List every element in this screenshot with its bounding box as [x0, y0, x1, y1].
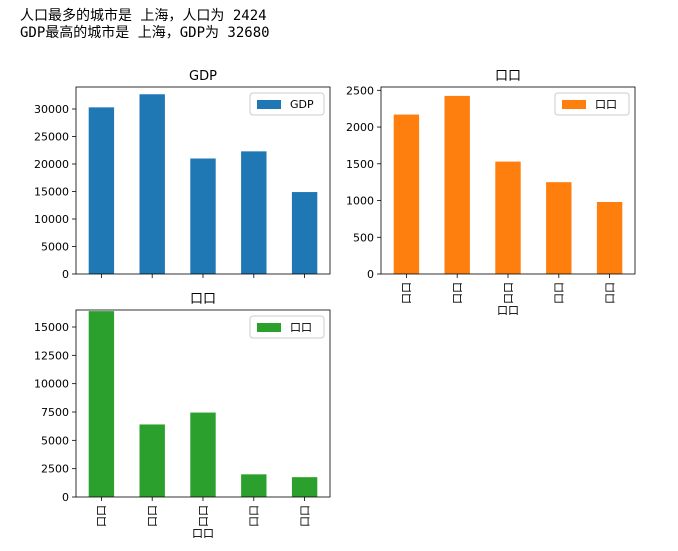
output-line-gdp: GDP最高的城市是 上海，GDP为 32680: [20, 25, 270, 41]
x-axis-label: 口口: [497, 304, 519, 317]
legend-swatch: [257, 100, 281, 109]
bar-1: [88, 107, 115, 274]
x-tick-label: 口口: [553, 282, 566, 304]
bar-5: [291, 192, 318, 274]
cell-output-text: 人口最多的城市是 上海，人口为 2424 GDP最高的城市是 上海，GDP为 3…: [20, 8, 270, 42]
legend-label: 口口: [595, 98, 617, 111]
bar-5: [291, 477, 318, 497]
y-tick-label: 2000: [346, 121, 374, 134]
y-tick-label: 5000: [41, 241, 69, 254]
x-axis-label: 口口: [192, 527, 214, 540]
y-tick-label: 15000: [34, 321, 69, 334]
y-tick-label: 7500: [41, 406, 69, 419]
legend-label: GDP: [290, 98, 314, 111]
y-tick-label: 20000: [34, 158, 69, 171]
y-tick-label: 2500: [41, 463, 69, 476]
chart-title: GDP: [189, 69, 217, 84]
bar-2: [139, 94, 165, 274]
bar-3: [495, 161, 521, 274]
legend-label: 口口: [290, 321, 312, 334]
legend-swatch: [562, 100, 586, 109]
bar-4: [241, 151, 267, 274]
legend: GDP: [249, 92, 325, 116]
legend: 口口: [249, 315, 325, 339]
bar-4: [546, 182, 572, 274]
y-tick-label: 1500: [346, 158, 374, 171]
bar-4: [241, 474, 267, 497]
bar-3: [190, 158, 216, 274]
y-tick-label: 2500: [346, 84, 374, 97]
bar-1: [393, 114, 420, 275]
y-tick-label: 10000: [34, 213, 69, 226]
bar-2: [444, 95, 470, 274]
legend-swatch: [257, 323, 281, 332]
x-tick-label: 口口: [603, 282, 616, 304]
x-tick-label: 口口: [451, 282, 464, 304]
x-tick-label: 口口: [298, 505, 311, 527]
x-tick-label: 口口: [248, 505, 261, 527]
y-tick-label: 0: [62, 268, 69, 281]
chart-title: 口口: [495, 69, 521, 84]
legend-box: [249, 315, 325, 339]
x-tick-label: 口口: [502, 282, 515, 304]
y-tick-label: 30000: [34, 103, 69, 116]
chart-title: 口口: [190, 292, 216, 307]
bar-5: [596, 201, 623, 274]
x-tick-label: 口口: [197, 505, 210, 527]
y-tick-label: 0: [62, 491, 69, 504]
legend-box: [554, 92, 630, 116]
y-tick-label: 500: [353, 231, 374, 244]
x-tick-label: 口口: [95, 505, 108, 527]
y-tick-label: 15000: [34, 186, 69, 199]
y-tick-label: 25000: [34, 131, 69, 144]
chart-panel-1: 0 5000 10000 15000 20000 25000 30000 GDP GDP: [34, 69, 331, 281]
output-line-population: 人口最多的城市是 上海，人口为 2424: [20, 8, 267, 24]
legend: 口口: [554, 92, 630, 116]
y-tick-label: 5000: [41, 434, 69, 447]
bar-1: [88, 311, 115, 497]
bar-3: [190, 412, 216, 497]
legend-box: [249, 92, 325, 116]
y-tick-label: 0: [367, 268, 374, 281]
x-tick-label: 口口: [146, 505, 159, 527]
x-tick-label: 口口: [400, 282, 413, 304]
bar-2: [139, 424, 165, 497]
y-tick-label: 12500: [34, 349, 69, 362]
y-tick-label: 10000: [34, 378, 69, 391]
y-tick-label: 1000: [346, 195, 374, 208]
